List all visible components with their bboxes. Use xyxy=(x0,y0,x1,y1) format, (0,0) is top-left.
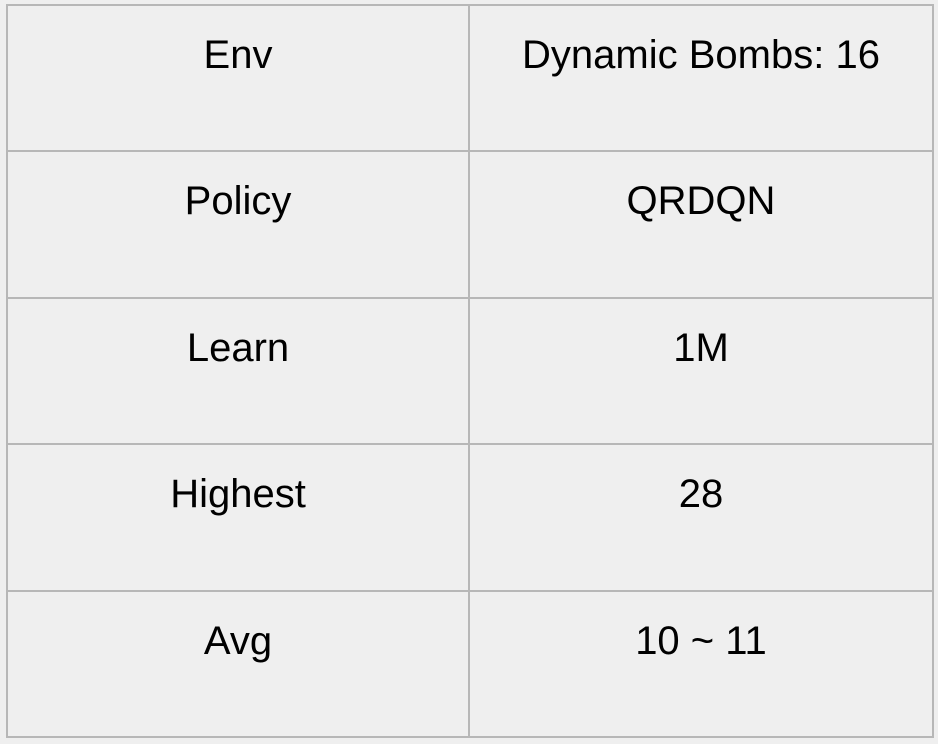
table-value-cell: Dynamic Bombs: 16 xyxy=(468,3,934,153)
table-key-cell: Avg xyxy=(6,589,470,739)
table-value-cell: QRDQN xyxy=(468,150,934,299)
results-table: Env Dynamic Bombs: 16 Policy QRDQN Learn… xyxy=(6,3,934,739)
table-row-highest: Highest 28 xyxy=(6,443,934,592)
table-value-cell: 10 ~ 11 xyxy=(468,589,934,739)
table-key-cell: Env xyxy=(6,3,470,153)
table-key-cell: Policy xyxy=(6,150,470,299)
table-value-cell: 1M xyxy=(468,296,934,446)
table-key-cell: Learn xyxy=(6,296,470,446)
table-key-cell: Highest xyxy=(6,443,470,592)
table-value-cell: 28 xyxy=(468,443,934,592)
table-row-policy: Policy QRDQN xyxy=(6,150,934,299)
table-row-env: Env Dynamic Bombs: 16 xyxy=(6,3,934,153)
table-row-learn: Learn 1M xyxy=(6,296,934,446)
table-row-avg: Avg 10 ~ 11 xyxy=(6,589,934,739)
